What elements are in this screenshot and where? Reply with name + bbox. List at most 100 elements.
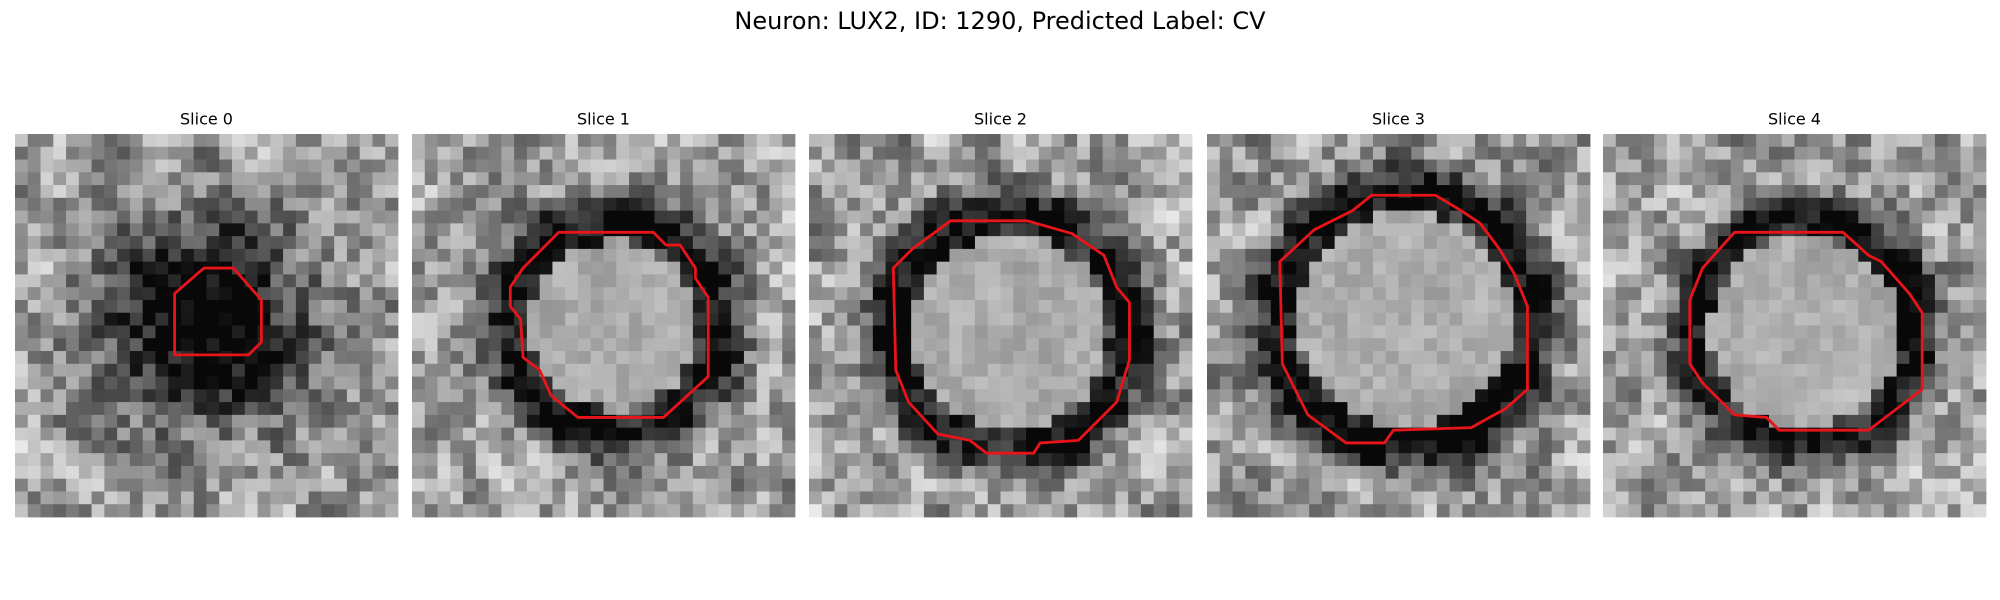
pixel xyxy=(270,261,284,275)
pixel xyxy=(1654,402,1668,416)
pixel xyxy=(743,453,758,467)
pixel xyxy=(1743,261,1757,275)
pixel xyxy=(1654,338,1668,352)
pixel xyxy=(1436,465,1450,480)
pixel xyxy=(847,236,861,250)
pixel xyxy=(1026,491,1040,505)
pixel xyxy=(308,299,322,314)
pixel xyxy=(743,351,758,365)
pixel xyxy=(834,197,848,211)
pixel xyxy=(565,159,579,173)
pixel xyxy=(321,478,335,492)
pixel xyxy=(974,414,989,429)
pixel xyxy=(756,453,770,467)
pixel xyxy=(667,478,681,492)
pixel xyxy=(1140,146,1155,160)
pixel xyxy=(629,478,643,492)
pixel xyxy=(1564,261,1578,275)
pixel xyxy=(860,325,874,339)
pixel xyxy=(1743,414,1757,429)
pixel xyxy=(962,197,976,211)
pixel xyxy=(1089,172,1104,186)
pixel xyxy=(1321,325,1336,339)
pixel xyxy=(860,414,874,429)
pixel xyxy=(1717,172,1732,186)
pixel xyxy=(1102,338,1116,352)
pixel xyxy=(603,159,617,173)
pixel xyxy=(1513,134,1527,148)
pixel xyxy=(1487,261,1502,275)
pixel xyxy=(987,134,1001,148)
pixel xyxy=(1077,312,1091,326)
pixel xyxy=(283,338,297,352)
pixel xyxy=(692,223,707,237)
pixel xyxy=(577,453,592,467)
pixel xyxy=(257,389,271,403)
pixel xyxy=(1730,236,1744,250)
pixel xyxy=(1781,197,1795,211)
pixel xyxy=(1858,261,1872,275)
pixel xyxy=(1207,236,1221,250)
pixel xyxy=(1603,172,1617,186)
pixel xyxy=(692,465,707,480)
pixel xyxy=(142,134,156,148)
pixel xyxy=(1051,338,1065,352)
pixel xyxy=(193,185,207,199)
pixel xyxy=(437,338,451,352)
pixel xyxy=(1372,389,1387,403)
pixel xyxy=(40,504,54,518)
pixel xyxy=(872,248,886,263)
pixel xyxy=(680,236,694,250)
pixel xyxy=(1820,453,1834,467)
pixel xyxy=(1347,159,1361,173)
pixel xyxy=(424,236,438,250)
pixel xyxy=(1360,376,1374,390)
pixel xyxy=(1140,440,1155,454)
pixel xyxy=(641,159,655,173)
pixel xyxy=(1089,351,1104,365)
pixel xyxy=(667,376,681,390)
pixel xyxy=(1153,338,1167,352)
pixel xyxy=(334,287,348,301)
pixel xyxy=(257,146,271,160)
pixel xyxy=(1487,146,1502,160)
pixel xyxy=(987,363,1001,377)
pixel xyxy=(155,427,169,441)
pixel xyxy=(539,261,553,275)
pixel xyxy=(15,414,29,429)
pixel xyxy=(616,491,630,505)
pixel xyxy=(1077,504,1091,518)
pixel xyxy=(1372,146,1387,160)
pixel xyxy=(1424,261,1438,275)
pixel xyxy=(463,197,477,211)
pixel xyxy=(782,248,796,263)
pixel xyxy=(1934,236,1949,250)
pixel xyxy=(1219,453,1233,467)
pixel xyxy=(1909,185,1923,199)
pixel xyxy=(53,376,67,390)
pixel xyxy=(244,427,258,441)
pixel xyxy=(1628,491,1642,505)
pixel xyxy=(1603,274,1617,288)
pixel xyxy=(155,351,169,365)
pixel xyxy=(834,351,848,365)
pixel xyxy=(1794,440,1808,454)
pixel xyxy=(1947,453,1961,467)
pixel xyxy=(155,363,169,377)
pixel xyxy=(1538,299,1553,314)
pixel xyxy=(334,248,348,263)
pixel xyxy=(1000,363,1014,377)
pixel xyxy=(565,491,579,505)
pixel xyxy=(1551,210,1565,224)
pixel xyxy=(1500,427,1514,441)
pixel xyxy=(1436,210,1450,224)
pixel xyxy=(1666,223,1680,237)
pixel xyxy=(641,312,655,326)
pixel xyxy=(667,210,681,224)
pixel xyxy=(346,491,361,505)
pixel xyxy=(1641,287,1655,301)
pixel xyxy=(1692,376,1706,390)
pixel xyxy=(1153,427,1167,441)
pixel xyxy=(104,197,118,211)
pixel xyxy=(1296,159,1310,173)
